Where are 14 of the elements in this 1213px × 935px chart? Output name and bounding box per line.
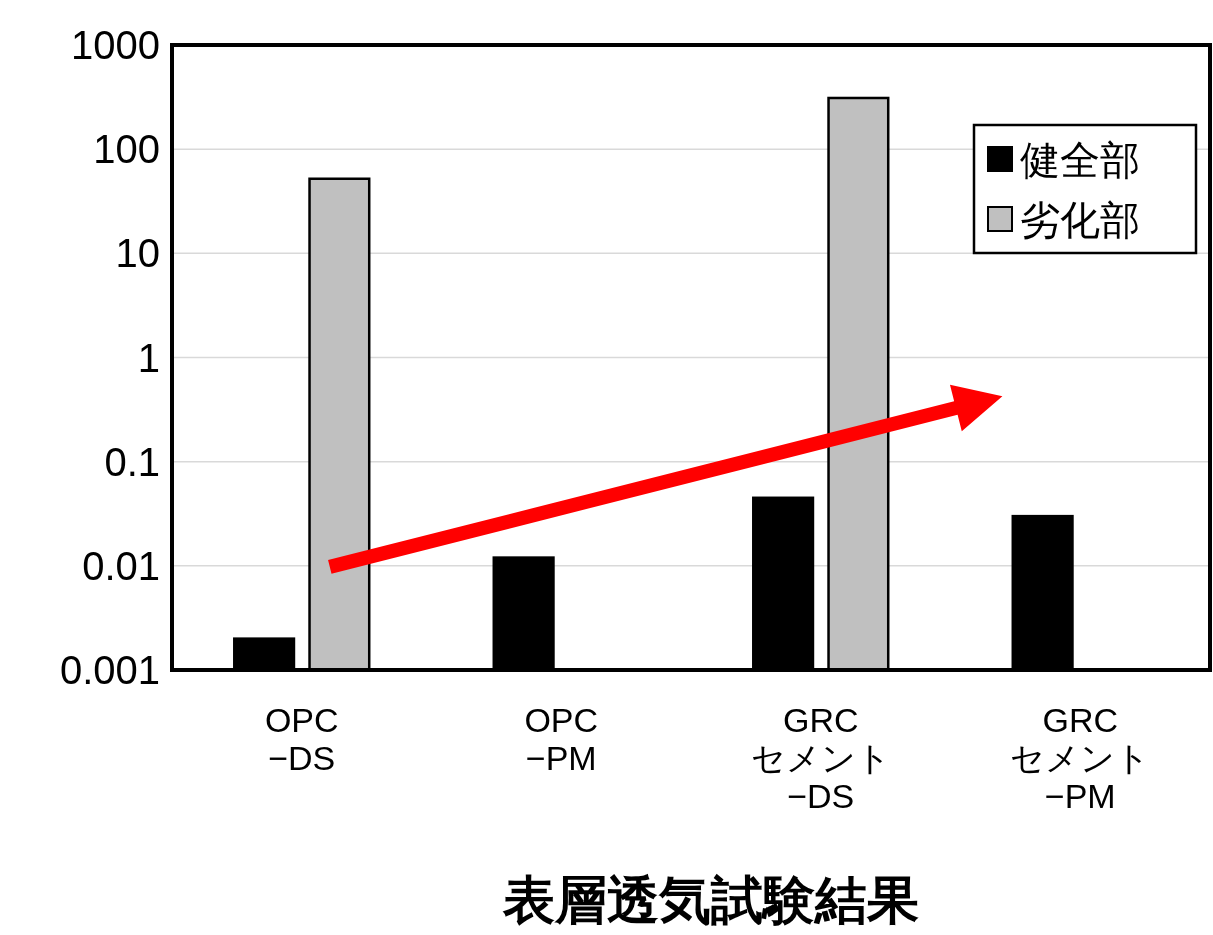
y-tick-label: 1 bbox=[137, 335, 160, 380]
y-tick-label: 0.01 bbox=[82, 543, 160, 588]
y-tick-label: 0.1 bbox=[104, 439, 160, 484]
x-tick-label: GRC セメント −PM bbox=[1010, 701, 1151, 815]
x-axis-title: 表層透気試験結果 bbox=[502, 871, 919, 929]
legend-label: 劣化部 bbox=[1020, 198, 1140, 242]
legend-label: 健全部 bbox=[1020, 138, 1140, 182]
y-tick-label: 0.001 bbox=[59, 648, 160, 692]
y-tick-label: 10 bbox=[115, 231, 160, 276]
x-tick-label: OPC −PM bbox=[524, 701, 599, 777]
x-tick-label: OPC −DS bbox=[264, 701, 339, 777]
y-tick-label: 1000 bbox=[71, 23, 160, 67]
y-tick-label: 100 bbox=[93, 127, 160, 172]
x-tick-label: GRC セメント −DS bbox=[750, 701, 891, 815]
